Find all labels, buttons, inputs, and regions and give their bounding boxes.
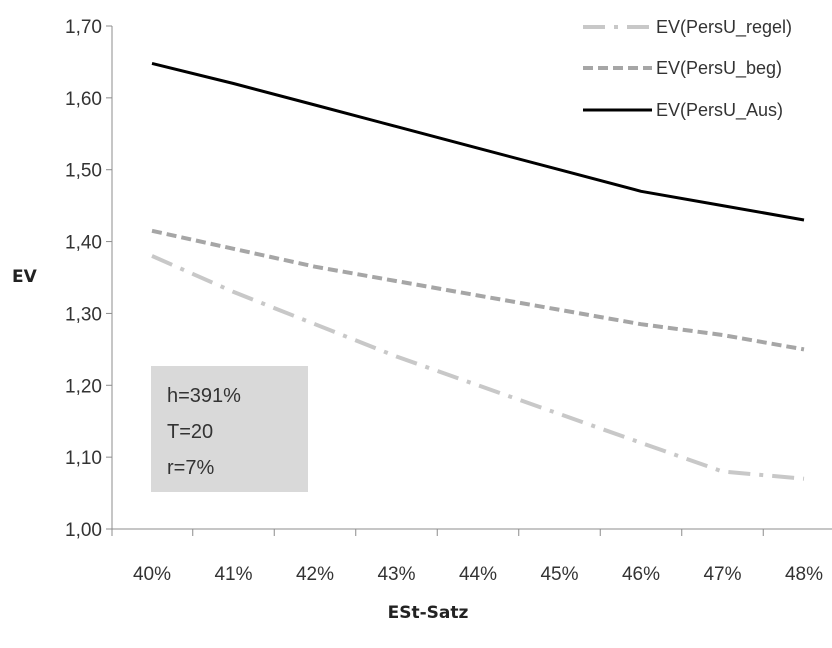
legend-label: EV(PersU_regel)	[656, 17, 792, 38]
annotation-line: r=7%	[167, 457, 214, 479]
annotation-line: h=391%	[167, 385, 241, 407]
x-tick-label: 41%	[214, 564, 252, 585]
series-line	[151, 254, 805, 481]
y-axis: 1,00 1,10 1,20 1,30 1,40 1,50 1,60 1,70	[65, 17, 113, 541]
y-tick-label: 1,50	[65, 161, 102, 182]
y-tick-label: 1,00	[65, 520, 102, 541]
y-axis-title: EV	[12, 267, 38, 287]
y-tick-label: 1,30	[65, 304, 102, 325]
x-axis: 40% 41% 42% 43% 44% 45% 46% 47% 48%	[111, 528, 832, 585]
x-tick-label: 43%	[377, 564, 415, 585]
x-tick-label: 45%	[540, 564, 578, 585]
y-tick-label: 1,70	[65, 17, 102, 38]
x-tick-label: 44%	[459, 564, 497, 585]
y-tick-label: 1,40	[65, 233, 102, 254]
legend: EV(PersU_regel) EV(PersU_beg) EV(PersU_Aus…	[583, 17, 792, 121]
x-tick-label: 48%	[785, 564, 823, 585]
x-tick-label: 47%	[703, 564, 741, 585]
legend-label: EV(PersU_beg)	[656, 58, 782, 79]
series-line	[151, 61, 805, 222]
annotation-background	[151, 366, 308, 492]
y-tick-label: 1,10	[65, 448, 102, 469]
x-tick-label: 46%	[622, 564, 660, 585]
parameter-annotation-box: h=391% T=20 r=7%	[151, 366, 308, 492]
x-axis-title: ESt-Satz	[388, 603, 469, 623]
x-tick-label: 42%	[296, 564, 334, 585]
x-tick-label: 40%	[133, 564, 171, 585]
y-tick-label: 1,60	[65, 89, 102, 110]
legend-label: EV(PersU_Aus)	[656, 100, 783, 121]
series-line	[151, 228, 805, 352]
series-lines	[151, 61, 805, 481]
y-tick-label: 1,20	[65, 376, 102, 397]
annotation-line: T=20	[167, 421, 213, 443]
